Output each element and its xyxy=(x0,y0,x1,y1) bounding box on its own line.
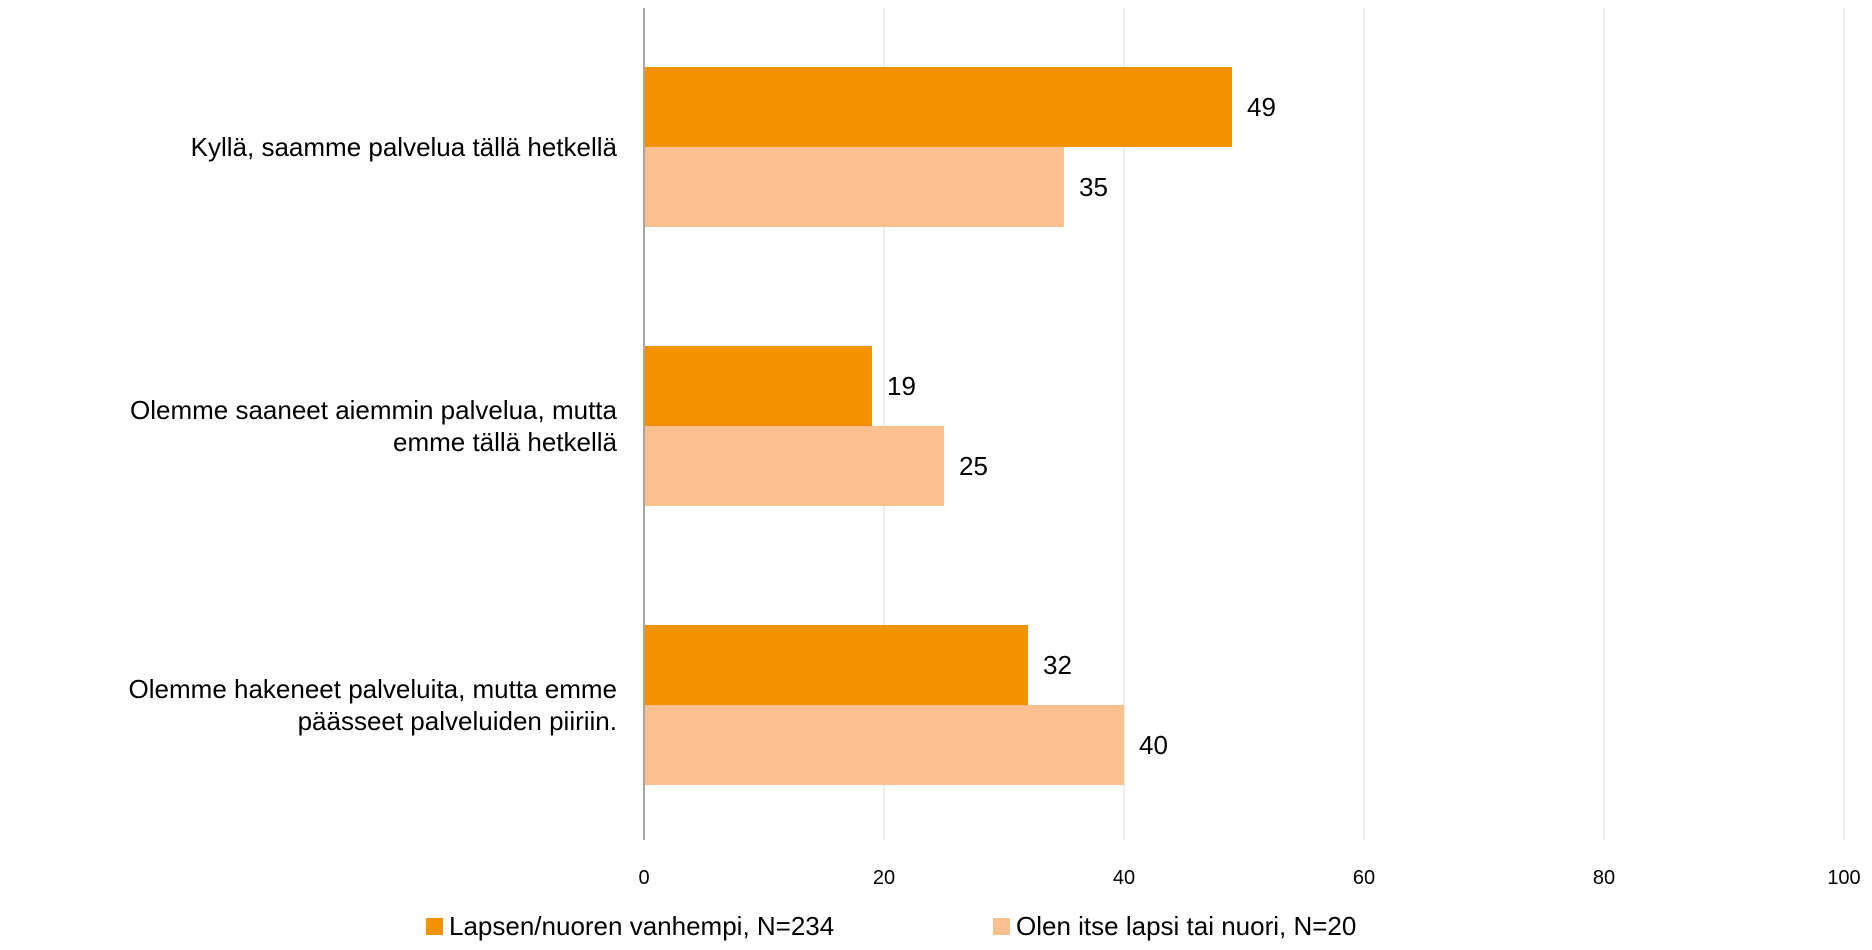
data-label: 19 xyxy=(887,371,916,401)
x-tick-label: 40 xyxy=(1113,867,1135,889)
data-labels: 49 19 32 35 25 40 xyxy=(887,92,1276,760)
x-tick-label: 60 xyxy=(1353,867,1375,889)
category-label: Kyllä, saamme palvelua tällä hetkellä xyxy=(191,132,618,162)
category-label-line: päässeet palveluiden piiriin. xyxy=(298,706,617,736)
category-label-line: Olemme saaneet aiemmin palvelua, mutta xyxy=(130,395,618,425)
legend-label: Olen itse lapsi tai nuori, N=20 xyxy=(1016,911,1356,941)
x-tick-label: 80 xyxy=(1593,867,1615,889)
bars xyxy=(644,67,1232,785)
bar xyxy=(644,426,944,506)
bar xyxy=(644,346,872,426)
legend-swatch xyxy=(993,918,1010,935)
data-label: 25 xyxy=(959,451,988,481)
legend-item: Lapsen/nuoren vanhempi, N=234 xyxy=(426,911,834,941)
bar xyxy=(644,147,1064,227)
category-label-line: Kyllä, saamme palvelua tällä hetkellä xyxy=(191,132,618,162)
legend-swatch xyxy=(426,918,443,935)
data-label: 40 xyxy=(1139,730,1168,760)
category-label: Olemme saaneet aiemmin palvelua, mutta em… xyxy=(130,395,618,457)
x-tick-label: 100 xyxy=(1827,867,1860,889)
data-label: 32 xyxy=(1043,650,1072,680)
category-labels: Kyllä, saamme palvelua tällä hetkellä Ole… xyxy=(129,132,618,736)
x-tick-label: 20 xyxy=(873,867,895,889)
category-label-line: emme tällä hetkellä xyxy=(393,427,618,457)
data-label: 35 xyxy=(1079,172,1108,202)
legend-label: Lapsen/nuoren vanhempi, N=234 xyxy=(449,911,834,941)
bar xyxy=(644,705,1124,785)
bar xyxy=(644,67,1232,147)
category-label: Olemme hakeneet palveluita, mutta emme pä… xyxy=(129,674,617,736)
legend: Lapsen/nuoren vanhempi, N=234 Olen itse l… xyxy=(426,911,1356,941)
x-tick-labels: 0 20 40 60 80 100 xyxy=(638,867,1860,889)
legend-item: Olen itse lapsi tai nuori, N=20 xyxy=(993,911,1356,941)
bar xyxy=(644,625,1028,705)
category-label-line: Olemme hakeneet palveluita, mutta emme xyxy=(129,674,617,704)
data-label: 49 xyxy=(1247,92,1276,122)
x-tick-label: 0 xyxy=(638,867,649,889)
